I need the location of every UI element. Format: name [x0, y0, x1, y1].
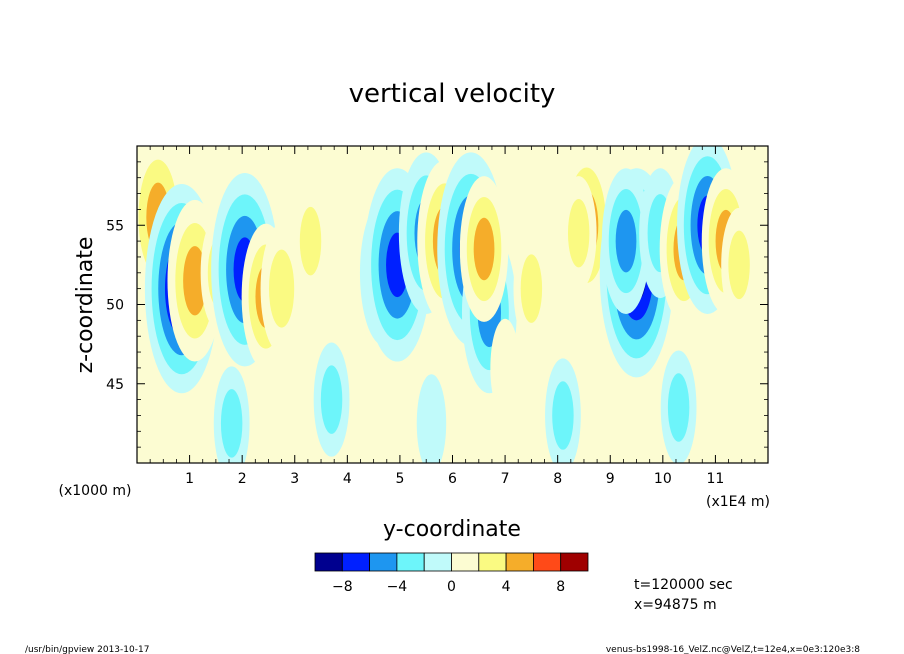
field-blob [545, 358, 581, 463]
contour-level [320, 365, 343, 434]
contour-level [667, 373, 690, 442]
field-blob [292, 184, 329, 299]
colorbar [314, 552, 589, 572]
contour-level [220, 389, 243, 458]
field-blob [459, 176, 509, 322]
colorbar-swatch [533, 552, 562, 572]
footer-right: venus-bs1998-16_VelZ.nc@VelZ,t=12e4,x=0e… [606, 645, 860, 654]
contour-level [416, 374, 447, 463]
colorbar-swatch [369, 552, 398, 572]
y-tick-label: 45 [106, 377, 124, 393]
chart-title: vertical velocity [349, 79, 556, 109]
x-tick-labels: 1 2 3 4 5 6 7 8 9 10 11 [185, 471, 724, 487]
contour-level [615, 209, 637, 273]
x-tick-label: 10 [654, 471, 672, 487]
x-tick-label: 8 [553, 471, 562, 487]
y-tick-label: 50 [106, 298, 124, 314]
field-blob [560, 176, 597, 291]
field-blob [213, 366, 250, 463]
contour-level [268, 249, 295, 328]
contour-level [473, 217, 495, 281]
colorbar-tick-label: 4 [502, 579, 511, 595]
time-annotation: t=120000 sec [634, 577, 733, 593]
x-units-right: (x1E4 m) [706, 494, 770, 510]
contour-level [728, 230, 750, 300]
colorbar-tick-label: −8 [332, 579, 353, 595]
colorbar-swatch [505, 552, 534, 572]
contour-level [520, 254, 543, 323]
colorbar-swatch [423, 552, 452, 572]
field-blob [313, 342, 350, 457]
x-tick-label: 7 [501, 471, 510, 487]
colorbar-swatch [478, 552, 507, 572]
x-tick-label: 4 [343, 471, 352, 487]
contour-level [299, 206, 322, 276]
colorbar-tick-label: −4 [387, 579, 408, 595]
footer-left: /usr/bin/gpview 2013-10-17 [25, 645, 149, 654]
field-blob [513, 231, 550, 346]
colorbar-labels: −8 −4 0 4 8 [332, 579, 565, 595]
colorbar-swatch [341, 552, 370, 572]
y-axis-label: z-coordinate [73, 237, 98, 374]
colorbar-swatch [396, 552, 425, 572]
x-axis-label: y-coordinate [383, 517, 521, 542]
field-blob [660, 350, 697, 463]
x-tick-label: 11 [707, 471, 725, 487]
velocity-field [137, 146, 757, 463]
colorbar-swatch [314, 552, 343, 572]
axis-ticks [137, 146, 768, 463]
x-tick-label: 2 [238, 471, 247, 487]
y-tick-labels: 45 50 55 [106, 218, 124, 393]
colorbar-tick-label: 0 [447, 579, 456, 595]
field-blob [601, 168, 651, 315]
contour-level [490, 318, 520, 418]
colorbar-swatch [560, 552, 589, 572]
x-tick-label: 1 [185, 471, 194, 487]
x-tick-label: 3 [290, 471, 299, 487]
colorbar-tick-label: 8 [556, 579, 565, 595]
field-blob [490, 318, 520, 418]
field-blob [260, 223, 303, 354]
contour-level [567, 198, 590, 268]
contour-level [183, 246, 207, 316]
x-tick-label: 6 [448, 471, 457, 487]
x-tick-label: 5 [395, 471, 404, 487]
plot-frame [136, 145, 769, 464]
contour-level [552, 381, 574, 450]
field-blob [416, 374, 447, 463]
x-tick-label: 9 [606, 471, 615, 487]
plot-area [136, 145, 769, 464]
x-units-left: (x1000 m) [59, 483, 132, 499]
y-tick-label: 55 [106, 218, 124, 234]
colorbar-swatch [451, 552, 480, 572]
x-position-annotation: x=94875 m [634, 597, 717, 613]
field-blob [721, 207, 757, 322]
